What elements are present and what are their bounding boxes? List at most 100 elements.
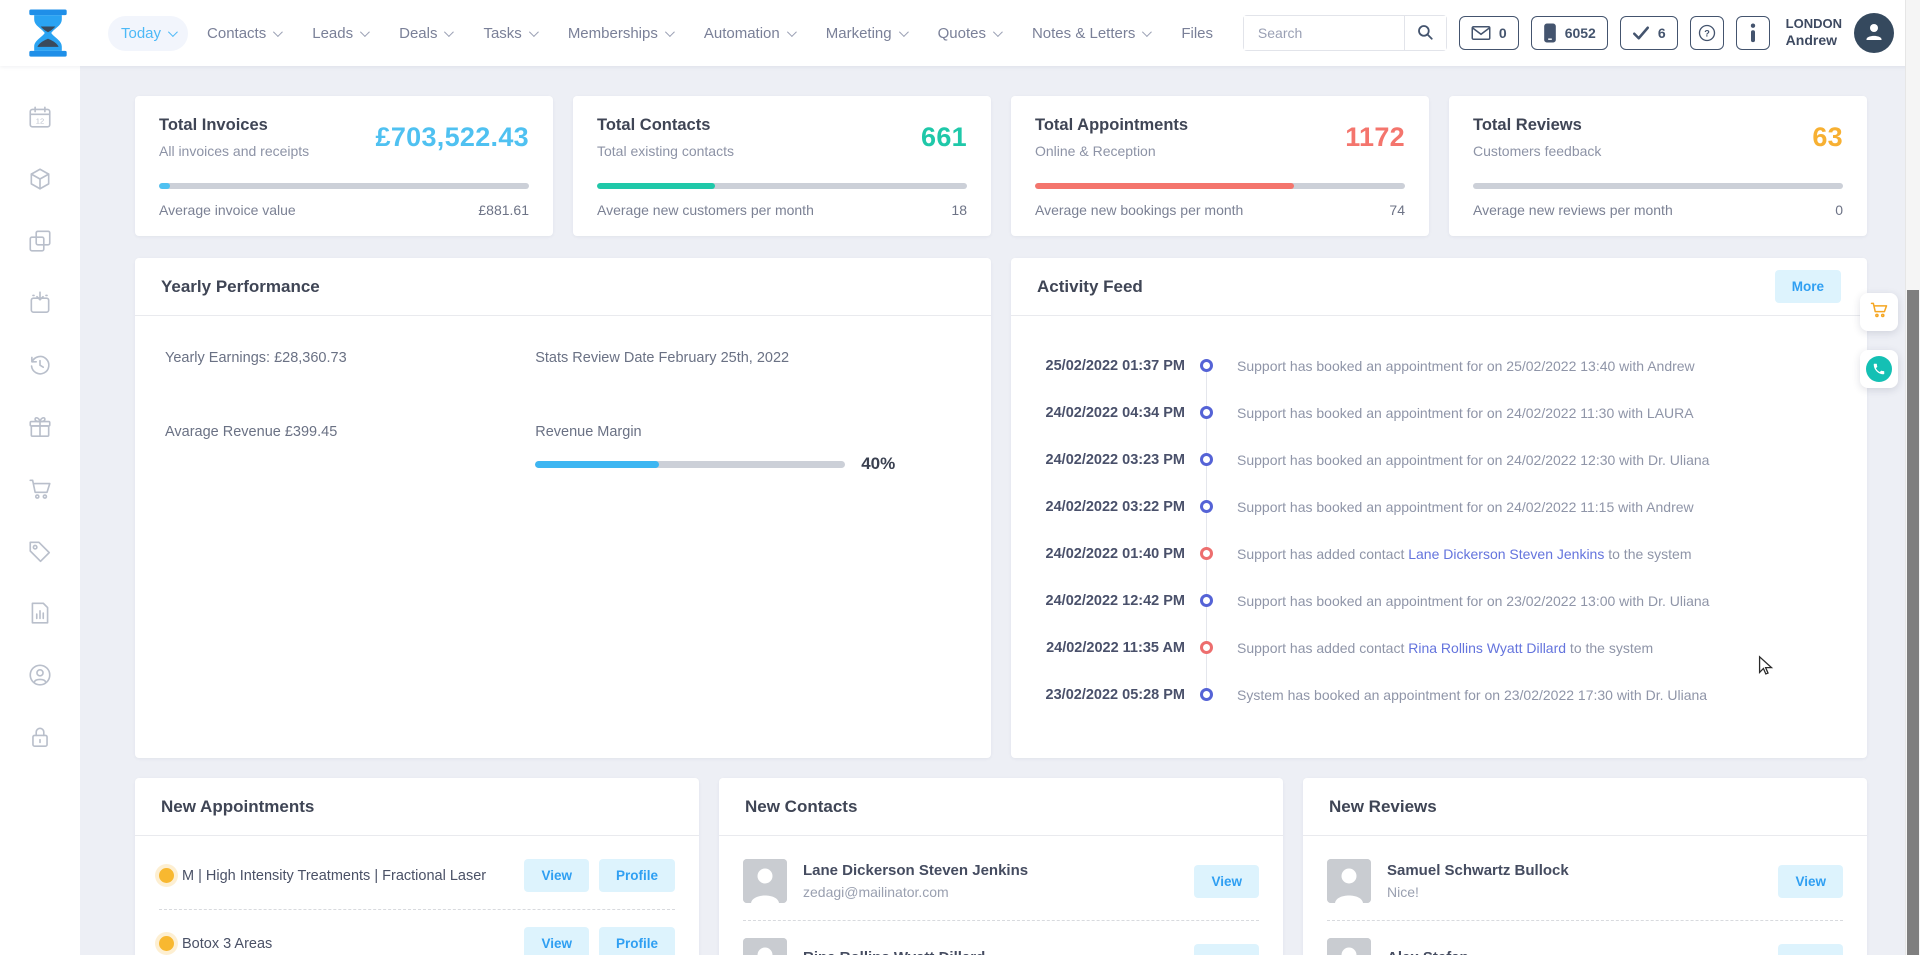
activity-feed-list: 25/02/2022 01:37 PM Support has booked a…: [1011, 316, 1867, 718]
help-button[interactable]: ?: [1690, 16, 1724, 50]
package-icon[interactable]: [27, 166, 53, 192]
contact-email: zedagi@mailinator.com: [803, 884, 1194, 900]
nav-item-tasks[interactable]: Tasks: [470, 16, 548, 51]
timeline-marker-icon: [1200, 406, 1213, 419]
nav-item-leads[interactable]: Leads: [299, 16, 380, 51]
search-icon: [1416, 23, 1434, 44]
lock-icon[interactable]: [27, 724, 53, 750]
profile-button[interactable]: Profile: [599, 927, 675, 955]
more-button[interactable]: More: [1775, 270, 1841, 303]
nav-label: Notes & Letters: [1032, 25, 1135, 42]
copy-icon[interactable]: [27, 228, 53, 254]
feed-text: Support has added contact: [1237, 546, 1408, 562]
new-reviews-panel: New Reviews Samuel Schwartz Bullock Nice…: [1303, 778, 1867, 955]
tasks-badge-button[interactable]: 6: [1620, 16, 1678, 50]
top-header: Today Contacts Leads Deals Tasks Members…: [0, 0, 1920, 66]
info-button[interactable]: [1736, 16, 1770, 50]
new-contacts-panel: New Contacts Lane Dickerson Steven Jenki…: [719, 778, 1283, 955]
stat-title: Total Reviews: [1473, 116, 1601, 135]
app-logo-hourglass-icon[interactable]: [22, 7, 74, 59]
feed-entry: 24/02/2022 11:35 AM Support has added co…: [1037, 624, 1841, 671]
report-icon[interactable]: [27, 600, 53, 626]
stats-review-date: Stats Review Date February 25th, 2022: [535, 350, 961, 366]
panel-title: New Contacts: [745, 797, 857, 817]
nav-label: Memberships: [568, 25, 658, 42]
gift-icon[interactable]: [27, 414, 53, 440]
stat-title: Total Invoices: [159, 116, 309, 135]
appointment-row: M | High Intensity Treatments | Fraction…: [159, 842, 675, 910]
search-input[interactable]: [1244, 16, 1404, 50]
review-row: Samuel Schwartz Bullock Nice! View: [1327, 842, 1843, 921]
stat-subtitle: All invoices and receipts: [159, 143, 309, 159]
price-tag-icon[interactable]: [27, 538, 53, 564]
scrollbar-thumb[interactable]: [1907, 290, 1919, 955]
chevron-down-icon: [1142, 27, 1152, 37]
feed-date: 23/02/2022 05:28 PM: [1037, 687, 1185, 703]
nav-item-contacts[interactable]: Contacts: [194, 16, 293, 51]
stat-footer-label: Average new bookings per month: [1035, 202, 1243, 218]
nav-label: Contacts: [207, 25, 266, 42]
nav-item-deals[interactable]: Deals: [386, 16, 464, 51]
cart-icon: [1869, 300, 1889, 325]
cart-icon[interactable]: [27, 476, 53, 502]
nav-item-today[interactable]: Today: [108, 16, 188, 51]
nav-label: Quotes: [938, 25, 986, 42]
nav-item-marketing[interactable]: Marketing: [813, 16, 919, 51]
tasks-count: 6: [1658, 25, 1666, 41]
feed-date: 25/02/2022 01:37 PM: [1037, 358, 1185, 374]
floating-phone-button[interactable]: [1860, 350, 1898, 388]
nav-item-quotes[interactable]: Quotes: [925, 16, 1013, 51]
new-appointments-panel: New Appointments M | High Intensity Trea…: [135, 778, 699, 955]
nav-item-memberships[interactable]: Memberships: [555, 16, 685, 51]
nav-item-notes-letters[interactable]: Notes & Letters: [1019, 16, 1162, 51]
user-avatar[interactable]: [1854, 13, 1894, 53]
nav-item-files[interactable]: Files: [1168, 16, 1226, 51]
avatar: [1327, 859, 1371, 903]
search-group: [1243, 15, 1447, 51]
view-button[interactable]: View: [1778, 944, 1843, 955]
panel-title: Yearly Performance: [161, 277, 320, 297]
view-button[interactable]: View: [524, 859, 589, 892]
main-nav: Today Contacts Leads Deals Tasks Members…: [108, 16, 1226, 51]
chevron-down-icon: [529, 27, 539, 37]
contact-name: Rina Rollins Wyatt Dillard: [803, 949, 1194, 955]
stat-subtitle: Online & Reception: [1035, 143, 1188, 159]
revenue-margin-label: Revenue Margin: [535, 424, 961, 440]
feed-date: 24/02/2022 01:40 PM: [1037, 546, 1185, 562]
feed-text: Support has added contact: [1237, 640, 1408, 656]
view-button[interactable]: View: [1194, 865, 1259, 898]
review-comment: Nice!: [1387, 884, 1778, 900]
chevron-down-icon: [168, 27, 178, 37]
feed-text: to the system: [1566, 640, 1653, 656]
progress-track: [1473, 183, 1843, 189]
timeline-marker-icon: [1200, 359, 1213, 372]
contact-row: Lane Dickerson Steven Jenkins zedagi@mai…: [743, 842, 1259, 921]
user-location: LONDON: [1786, 16, 1842, 32]
vertical-scrollbar[interactable]: [1905, 0, 1920, 955]
mail-badge-button[interactable]: 0: [1459, 16, 1519, 50]
progress-fill: [1035, 183, 1294, 189]
smartphone-icon: [1543, 23, 1557, 43]
view-button[interactable]: View: [1778, 865, 1843, 898]
stat-card-total-reviews: Total Reviews Customers feedback 63 Aver…: [1449, 96, 1867, 236]
chevron-down-icon: [273, 27, 283, 37]
stat-subtitle: Customers feedback: [1473, 143, 1601, 159]
account-icon[interactable]: [27, 662, 53, 688]
nav-item-automation[interactable]: Automation: [691, 16, 807, 51]
calendar-icon[interactable]: 12: [27, 104, 53, 130]
search-button[interactable]: [1404, 16, 1446, 50]
feed-date: 24/02/2022 12:42 PM: [1037, 593, 1185, 609]
chevron-down-icon: [665, 27, 675, 37]
floating-cart-button[interactable]: [1860, 293, 1898, 331]
calls-badge-button[interactable]: 6052: [1531, 16, 1608, 50]
profile-button[interactable]: Profile: [599, 859, 675, 892]
view-button[interactable]: View: [524, 927, 589, 955]
calendar-import-icon[interactable]: [27, 290, 53, 316]
history-icon[interactable]: [27, 352, 53, 378]
main-content: Total Invoices All invoices and receipts…: [80, 66, 1905, 955]
view-button[interactable]: View: [1194, 944, 1259, 955]
feed-contact-link[interactable]: Rina Rollins Wyatt Dillard: [1408, 640, 1566, 656]
envelope-icon: [1471, 25, 1491, 41]
feed-contact-link[interactable]: Lane Dickerson Steven Jenkins: [1408, 546, 1604, 562]
revenue-margin-fill: [535, 461, 659, 468]
